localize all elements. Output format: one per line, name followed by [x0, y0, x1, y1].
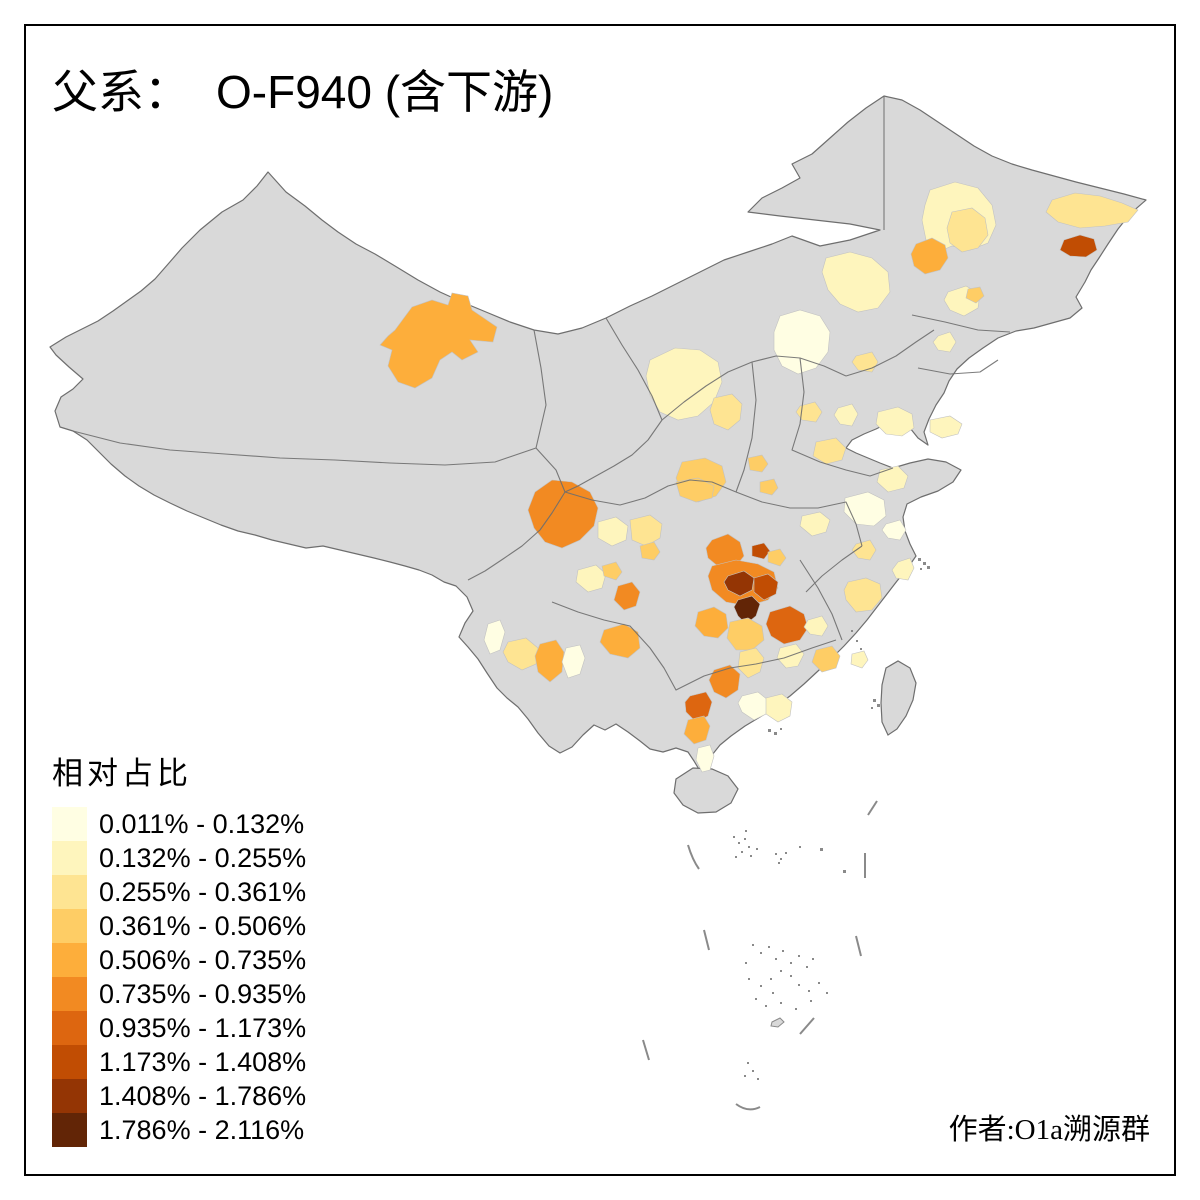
map-region-patch: [1045, 192, 1139, 229]
legend-label: 0.011% - 0.132%: [99, 809, 305, 839]
province-borders: [72, 96, 1011, 691]
map-region-patch: [575, 564, 607, 593]
map-region-patch: [843, 491, 887, 527]
map-region-patch: [597, 516, 629, 547]
legend-swatch: [52, 841, 87, 875]
map-region-patch: [929, 415, 963, 439]
map-region-patch: [613, 581, 641, 611]
legend-swatch: [52, 807, 87, 841]
map-region-patch: [639, 541, 661, 561]
map-region-patch: [803, 615, 829, 637]
map-region-patch: [821, 251, 891, 313]
map-region-patch: [726, 617, 765, 651]
map-region-patch: [932, 331, 957, 353]
plot-frame-border: [24, 24, 1176, 1176]
legend-swatch: [52, 977, 87, 1011]
map-region-patch: [811, 645, 841, 673]
map-region-patch: [881, 519, 907, 541]
legend-row: 0.011% - 0.132%: [52, 807, 306, 841]
map-region-patch: [965, 286, 985, 304]
map-region-patch: [773, 309, 831, 375]
map-region-patch: [747, 454, 769, 473]
map-region-patch: [709, 393, 743, 431]
map-region-patch: [765, 693, 793, 723]
map-region-patch: [850, 650, 869, 669]
legend-label: 0.361% - 0.506%: [99, 911, 307, 941]
legend-label: 0.735% - 0.935%: [99, 979, 307, 1009]
legend-row: 0.255% - 0.361%: [52, 875, 306, 909]
map-region-patch: [765, 605, 809, 645]
map-region-patch: [561, 644, 586, 679]
map-region-patch: [833, 403, 859, 427]
title-prefix: 父系：: [52, 67, 190, 118]
map-region-patch: [708, 664, 741, 699]
legend-label: 1.408% - 1.786%: [99, 1081, 307, 1111]
legend-row: 0.935% - 1.173%: [52, 1011, 306, 1045]
legend-label: 1.786% - 2.116%: [99, 1115, 305, 1145]
map-region-patch: [759, 478, 779, 496]
map-region-patch: [629, 514, 663, 547]
map-region-patch: [843, 577, 883, 613]
legend: 相对占比 0.011% - 0.132% 0.132% - 0.255% 0.255…: [52, 748, 306, 1147]
map-region-patch: [751, 542, 771, 560]
coastal-islands: [768, 558, 930, 735]
legend-row: 1.786% - 2.116%: [52, 1113, 306, 1147]
choropleth-patches: [379, 181, 1139, 773]
legend-swatch: [52, 1079, 87, 1113]
legend-swatch: [52, 1045, 87, 1079]
map-region-patch: [379, 292, 498, 389]
legend-swatch: [52, 1113, 87, 1147]
legend-label: 0.935% - 1.173%: [99, 1013, 307, 1043]
legend-row: 1.173% - 1.408%: [52, 1045, 306, 1079]
map-region-patch: [601, 561, 623, 581]
map-region-patch: [875, 406, 915, 437]
map-region-patch: [767, 548, 787, 567]
south-china-sea-islands: [733, 830, 846, 1080]
legend-label: 1.173% - 1.408%: [99, 1047, 307, 1077]
legend-row: 0.132% - 0.255%: [52, 841, 306, 875]
map-region-patch: [1059, 234, 1098, 258]
map-region-patch: [799, 511, 831, 537]
legend-row: 0.361% - 0.506%: [52, 909, 306, 943]
map-region-patch: [910, 237, 949, 275]
map-region-patch: [534, 639, 565, 683]
title-haplogroup: O-F940 (含下游): [216, 66, 554, 118]
legend-swatch: [52, 909, 87, 943]
legend-row: 0.506% - 0.735%: [52, 943, 306, 977]
map-region-patch: [694, 606, 729, 639]
taiwan-island: [880, 660, 917, 736]
legend-swatch: [52, 1011, 87, 1045]
map-region-patch: [737, 647, 765, 679]
legend-label: 0.506% - 0.735%: [99, 945, 307, 975]
legend-swatch: [52, 875, 87, 909]
map-region-patch: [851, 539, 877, 561]
attribution-text: 作者:O1a溯源群: [948, 1114, 1150, 1146]
legend-label: 0.255% - 0.361%: [99, 877, 307, 907]
map-region-patch: [675, 477, 715, 503]
legend-row: 0.735% - 0.935%: [52, 977, 306, 1011]
legend-swatch: [52, 943, 87, 977]
legend-rows: 0.011% - 0.132% 0.132% - 0.255% 0.255% - 0…: [52, 807, 306, 1147]
map-region-patch: [753, 573, 779, 601]
map-region-patch: [946, 207, 989, 253]
map-region-patch: [502, 637, 539, 671]
map-region-patch: [737, 691, 769, 721]
nine-dash-line: [642, 800, 878, 1111]
map-region-patch: [851, 351, 879, 373]
legend-row: 1.408% - 1.786%: [52, 1079, 306, 1113]
map-region-patch: [723, 570, 755, 597]
map-region-patch: [683, 715, 711, 745]
legend-label: 0.132% - 0.255%: [99, 843, 307, 873]
map-region-patch: [695, 744, 715, 773]
map-region-patch: [891, 557, 915, 581]
map-region-patch: [876, 465, 909, 493]
map-region-patch: [483, 619, 506, 655]
map-region-patch: [812, 437, 847, 465]
page-title: 父系： O-F940 (含下游): [52, 56, 553, 122]
legend-title: 相对占比: [52, 756, 192, 791]
